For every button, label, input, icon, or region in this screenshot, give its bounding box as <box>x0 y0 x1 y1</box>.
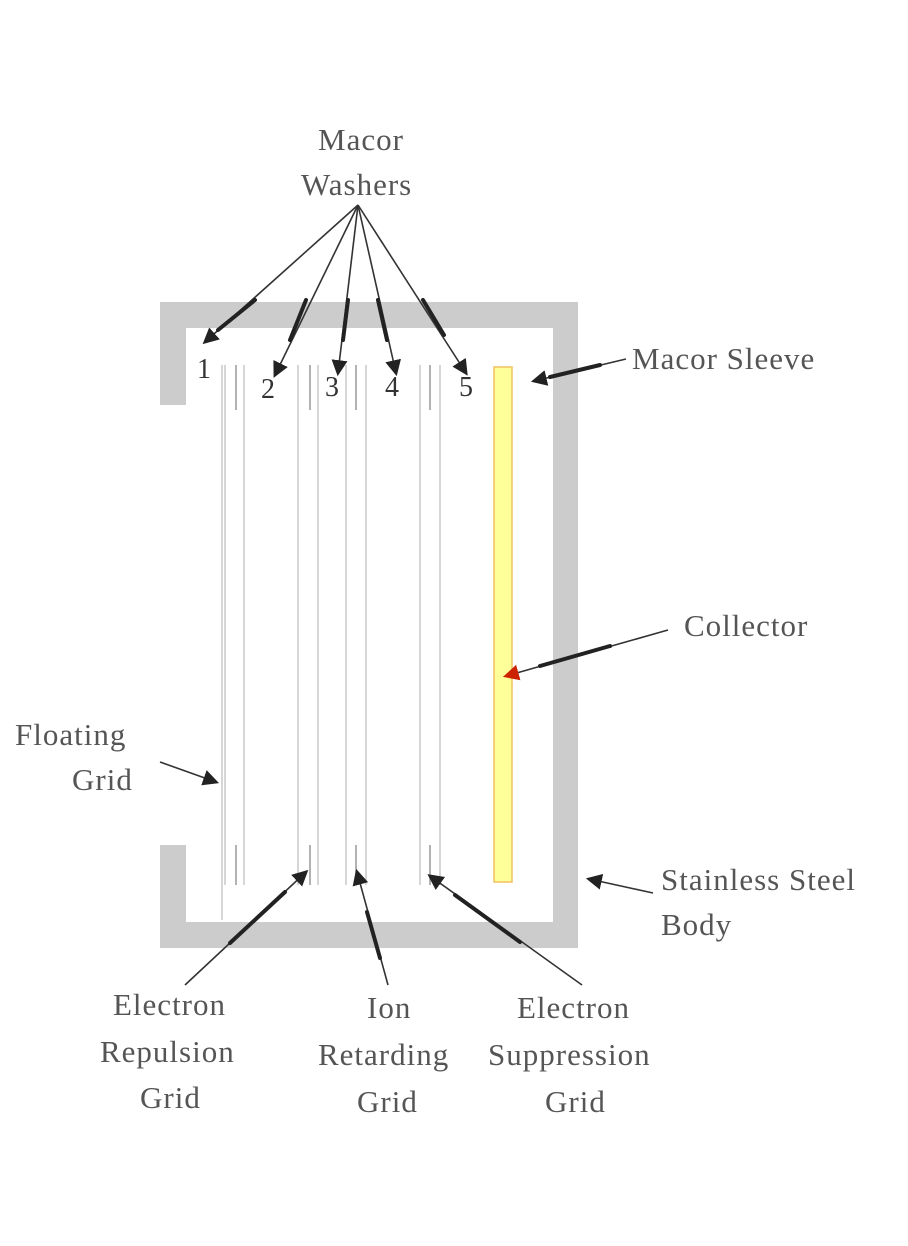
electron-suppression-grid-label-line2: Suppression <box>488 1037 651 1072</box>
electron-repulsion-grid-label-line3: Grid <box>140 1080 201 1115</box>
washer-numbers: 1 2 3 4 5 <box>197 354 474 405</box>
stainless-steel-body-label-line1: Stainless Steel <box>661 862 856 897</box>
macor-sleeve-label: Macor Sleeve <box>632 341 815 376</box>
washer-number-5: 5 <box>459 372 474 403</box>
washer-number-4: 4 <box>385 372 400 403</box>
electron-repulsion-grid <box>297 365 319 885</box>
washer-number-3: 3 <box>325 372 340 403</box>
stainless-steel-body-label-line2: Body <box>661 907 732 942</box>
electron-suppression-grid <box>419 365 441 885</box>
floating-grid-callout: Floating Grid <box>15 717 220 797</box>
electron-suppression-grid-callout: Electron Suppression Grid <box>427 874 651 1119</box>
collector-callout: Collector <box>502 608 808 681</box>
macor-washers-label-line1: Macor <box>318 122 404 157</box>
electron-repulsion-grid-label-line2: Repulsion <box>100 1034 235 1069</box>
washer-number-1: 1 <box>197 354 212 385</box>
floating-grid-label-line2: Grid <box>72 762 133 797</box>
electron-repulsion-grid-label-line1: Electron <box>113 987 226 1022</box>
floating-grid <box>224 365 245 885</box>
stainless-steel-body-callout: Stainless Steel Body <box>585 862 856 942</box>
ion-retarding-grid-label-line1: Ion <box>367 990 411 1025</box>
collector <box>493 366 513 883</box>
macor-sleeve-callout: Macor Sleeve <box>530 341 815 386</box>
ion-retarding-grid-callout: Ion Retarding Grid <box>318 868 449 1119</box>
floating-grid-label-line1: Floating <box>15 717 126 752</box>
ion-retarding-grid-label-line3: Grid <box>357 1084 418 1119</box>
ion-retarding-grid <box>345 365 367 885</box>
electron-repulsion-grid-callout: Electron Repulsion Grid <box>100 869 309 1115</box>
electron-suppression-grid-label-line3: Grid <box>545 1084 606 1119</box>
macor-washers-label-line2: Washers <box>301 167 412 202</box>
electron-suppression-grid-label-line1: Electron <box>517 990 630 1025</box>
ion-retarding-grid-label-line2: Retarding <box>318 1037 449 1072</box>
washer-number-2: 2 <box>261 374 276 405</box>
macor-washers-callout: Macor Washers <box>202 122 468 378</box>
grid-set <box>224 365 441 885</box>
collector-label: Collector <box>684 608 808 643</box>
